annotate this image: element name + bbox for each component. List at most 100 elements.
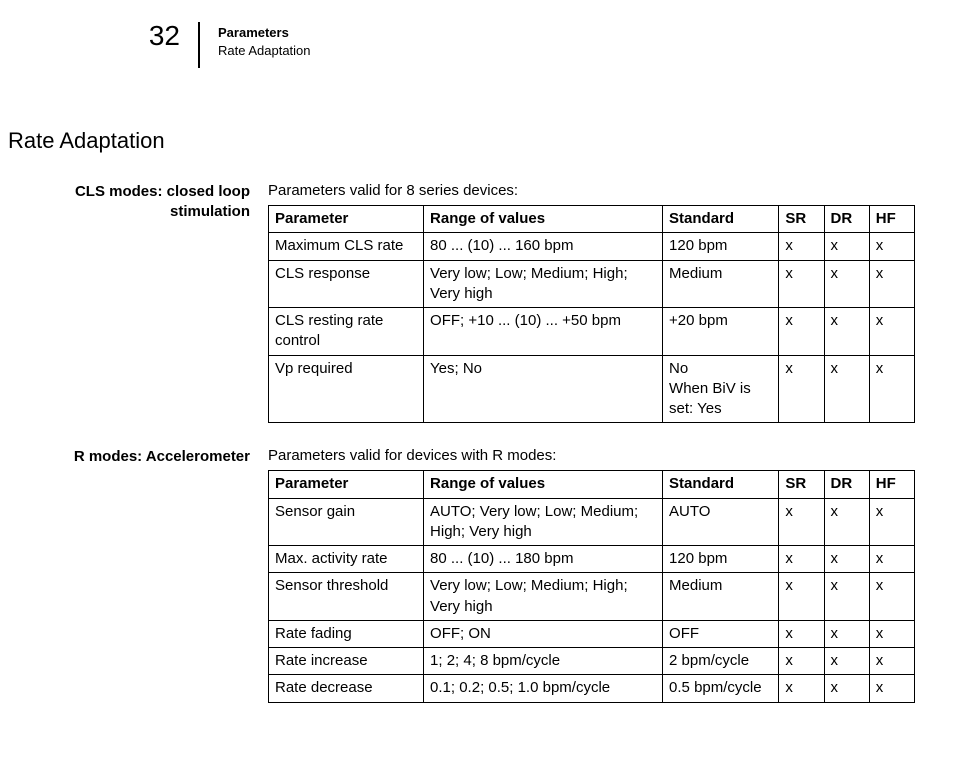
col-range: Range of values bbox=[424, 471, 663, 498]
cell-sr: x bbox=[779, 675, 824, 702]
cell-parameter: Vp required bbox=[269, 355, 424, 423]
cell-range: 80 ... (10) ... 180 bpm bbox=[424, 546, 663, 573]
table-row: Rate decrease0.1; 0.2; 0.5; 1.0 bpm/cycl… bbox=[269, 675, 915, 702]
cell-hf: x bbox=[869, 675, 914, 702]
cell-range: Yes; No bbox=[424, 355, 663, 423]
cell-hf: x bbox=[869, 573, 914, 621]
col-dr: DR bbox=[824, 471, 869, 498]
cell-parameter: Maximum CLS rate bbox=[269, 233, 424, 260]
table-row: Sensor thresholdVery low; Low; Medium; H… bbox=[269, 573, 915, 621]
cell-range: Very low; Low; Medium; High; Very high bbox=[424, 260, 663, 308]
header-line-2: Rate Adaptation bbox=[218, 42, 311, 60]
cell-sr: x bbox=[779, 546, 824, 573]
cell-sr: x bbox=[779, 308, 824, 356]
cell-dr: x bbox=[824, 648, 869, 675]
cls-side-label: CLS modes: closed loop stimulation bbox=[8, 182, 268, 423]
cell-standard: +20 bpm bbox=[663, 308, 779, 356]
col-parameter: Parameter bbox=[269, 206, 424, 233]
cell-hf: x bbox=[869, 308, 914, 356]
cell-sr: x bbox=[779, 233, 824, 260]
table-row: CLS responseVery low; Low; Medium; High;… bbox=[269, 260, 915, 308]
cell-range: 80 ... (10) ... 160 bpm bbox=[424, 233, 663, 260]
cell-dr: x bbox=[824, 308, 869, 356]
cell-parameter: Sensor threshold bbox=[269, 573, 424, 621]
cell-standard: OFF bbox=[663, 620, 779, 647]
cell-parameter: Rate decrease bbox=[269, 675, 424, 702]
cell-standard: 120 bpm bbox=[663, 233, 779, 260]
cell-sr: x bbox=[779, 260, 824, 308]
table-row: Rate fadingOFF; ONOFFxxx bbox=[269, 620, 915, 647]
col-standard: Standard bbox=[663, 206, 779, 233]
cell-dr: x bbox=[824, 620, 869, 647]
page-number: 32 bbox=[138, 20, 198, 68]
cell-parameter: Max. activity rate bbox=[269, 546, 424, 573]
cell-dr: x bbox=[824, 233, 869, 260]
cell-standard: 120 bpm bbox=[663, 546, 779, 573]
r-block: R modes: Accelerometer Parameters valid … bbox=[8, 447, 915, 702]
table-header-row: Parameter Range of values Standard SR DR… bbox=[269, 206, 915, 233]
cell-range: 1; 2; 4; 8 bpm/cycle bbox=[424, 648, 663, 675]
cell-dr: x bbox=[824, 355, 869, 423]
cls-tbody: Maximum CLS rate80 ... (10) ... 160 bpm1… bbox=[269, 233, 915, 423]
cell-dr: x bbox=[824, 546, 869, 573]
cell-standard: AUTO bbox=[663, 498, 779, 546]
cell-hf: x bbox=[869, 648, 914, 675]
cell-sr: x bbox=[779, 573, 824, 621]
col-range: Range of values bbox=[424, 206, 663, 233]
col-sr: SR bbox=[779, 471, 824, 498]
table-row: Maximum CLS rate80 ... (10) ... 160 bpm1… bbox=[269, 233, 915, 260]
r-side-label: R modes: Accelerometer bbox=[8, 447, 268, 702]
table-row: Sensor gainAUTO; Very low; Low; Medium; … bbox=[269, 498, 915, 546]
cls-table: Parameter Range of values Standard SR DR… bbox=[268, 205, 915, 423]
cls-block: CLS modes: closed loop stimulation Param… bbox=[8, 182, 915, 423]
cell-range: Very low; Low; Medium; High; Very high bbox=[424, 573, 663, 621]
cell-hf: x bbox=[869, 498, 914, 546]
cell-hf: x bbox=[869, 546, 914, 573]
cell-standard: NoWhen BiV is set: Yes bbox=[663, 355, 779, 423]
cell-dr: x bbox=[824, 675, 869, 702]
cell-dr: x bbox=[824, 260, 869, 308]
header-line-1: Parameters bbox=[218, 24, 311, 42]
col-parameter: Parameter bbox=[269, 471, 424, 498]
cls-content: Parameters valid for 8 series devices: P… bbox=[268, 182, 915, 423]
col-hf: HF bbox=[869, 471, 914, 498]
section-title: Rate Adaptation bbox=[8, 128, 915, 154]
r-tbody: Sensor gainAUTO; Very low; Low; Medium; … bbox=[269, 498, 915, 702]
col-standard: Standard bbox=[663, 471, 779, 498]
cell-dr: x bbox=[824, 573, 869, 621]
cell-hf: x bbox=[869, 233, 914, 260]
table-header-row: Parameter Range of values Standard SR DR… bbox=[269, 471, 915, 498]
cell-standard: 0.5 bpm/cycle bbox=[663, 675, 779, 702]
cell-parameter: CLS resting rate control bbox=[269, 308, 424, 356]
cell-standard: Medium bbox=[663, 260, 779, 308]
col-hf: HF bbox=[869, 206, 914, 233]
cell-range: 0.1; 0.2; 0.5; 1.0 bpm/cycle bbox=[424, 675, 663, 702]
r-content: Parameters valid for devices with R mode… bbox=[268, 447, 915, 702]
table-row: Vp requiredYes; NoNoWhen BiV is set: Yes… bbox=[269, 355, 915, 423]
cell-sr: x bbox=[779, 620, 824, 647]
r-intro: Parameters valid for devices with R mode… bbox=[268, 447, 915, 464]
cell-parameter: CLS response bbox=[269, 260, 424, 308]
cell-hf: x bbox=[869, 620, 914, 647]
cell-range: OFF; ON bbox=[424, 620, 663, 647]
cell-sr: x bbox=[779, 498, 824, 546]
cell-standard: Medium bbox=[663, 573, 779, 621]
page-header: 32 Parameters Rate Adaptation bbox=[138, 20, 915, 68]
cell-hf: x bbox=[869, 260, 914, 308]
cell-sr: x bbox=[779, 355, 824, 423]
col-dr: DR bbox=[824, 206, 869, 233]
cell-dr: x bbox=[824, 498, 869, 546]
cell-range: AUTO; Very low; Low; Medium; High; Very … bbox=[424, 498, 663, 546]
cell-hf: x bbox=[869, 355, 914, 423]
cell-parameter: Sensor gain bbox=[269, 498, 424, 546]
col-sr: SR bbox=[779, 206, 824, 233]
table-row: CLS resting rate controlOFF; +10 ... (10… bbox=[269, 308, 915, 356]
cell-standard: 2 bpm/cycle bbox=[663, 648, 779, 675]
page-root: 32 Parameters Rate Adaptation Rate Adapt… bbox=[0, 0, 955, 767]
table-row: Rate increase1; 2; 4; 8 bpm/cycle2 bpm/c… bbox=[269, 648, 915, 675]
cell-sr: x bbox=[779, 648, 824, 675]
cell-parameter: Rate fading bbox=[269, 620, 424, 647]
r-table: Parameter Range of values Standard SR DR… bbox=[268, 470, 915, 702]
cell-range: OFF; +10 ... (10) ... +50 bpm bbox=[424, 308, 663, 356]
cell-parameter: Rate increase bbox=[269, 648, 424, 675]
